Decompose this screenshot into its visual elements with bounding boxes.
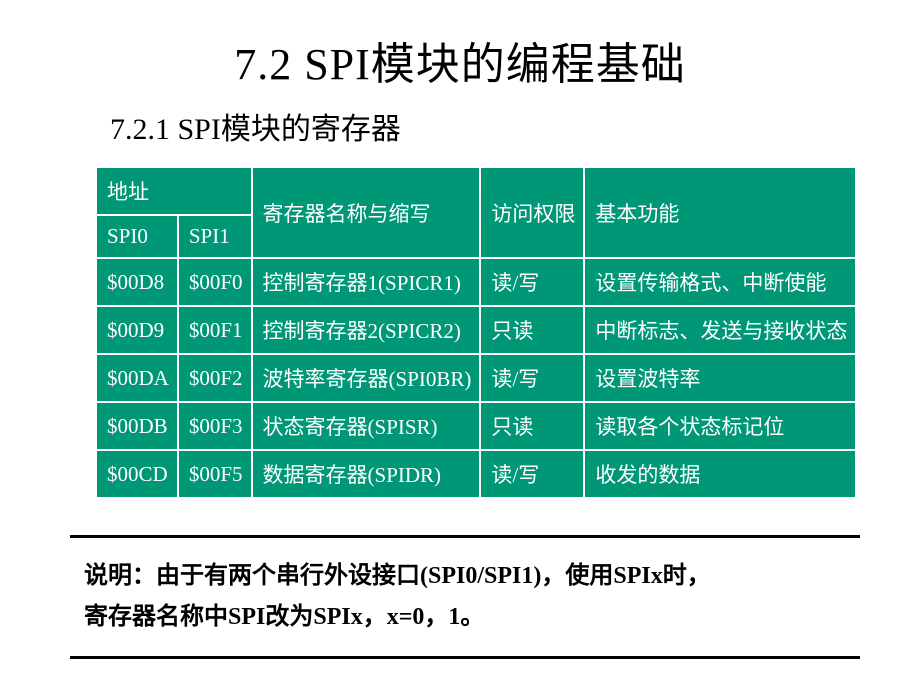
cell-name: 控制寄存器1(SPICR1) [253, 259, 480, 305]
cell-spi1: $00F0 [179, 259, 251, 305]
table-header-row-1: 地址 寄存器名称与缩写 访问权限 基本功能 [97, 168, 855, 214]
table-row: $00CD $00F5 数据寄存器(SPIDR) 读/写 收发的数据 [97, 451, 855, 497]
cell-name: 波特率寄存器(SPI0BR) [253, 355, 480, 401]
note-line-1: 说明：由于有两个串行外设接口(SPI0/SPI1)，使用SPIx时， [84, 563, 711, 589]
cell-func: 收发的数据 [585, 451, 855, 497]
cell-access: 读/写 [481, 451, 583, 497]
cell-func: 读取各个状态标记位 [585, 403, 855, 449]
cell-spi0: $00CD [97, 451, 177, 497]
cell-name: 状态寄存器(SPISR) [253, 403, 480, 449]
cell-spi0: $00DB [97, 403, 177, 449]
register-table-wrapper: 地址 寄存器名称与缩写 访问权限 基本功能 SPI0 SPI1 $00D8 $0… [95, 166, 825, 499]
cell-spi1: $00F5 [179, 451, 251, 497]
cell-name: 数据寄存器(SPIDR) [253, 451, 480, 497]
table-row: $00D9 $00F1 控制寄存器2(SPICR2) 只读 中断标志、发送与接收… [97, 307, 855, 353]
cell-spi1: $00F2 [179, 355, 251, 401]
cell-spi1: $00F3 [179, 403, 251, 449]
cell-func: 设置传输格式、中断使能 [585, 259, 855, 305]
header-addr: 地址 [97, 168, 251, 214]
table-row: $00D8 $00F0 控制寄存器1(SPICR1) 读/写 设置传输格式、中断… [97, 259, 855, 305]
section-subtitle: 7.2.1 SPI模块的寄存器 [0, 104, 920, 166]
cell-spi0: $00D8 [97, 259, 177, 305]
header-access: 访问权限 [481, 168, 583, 257]
header-spi1: SPI1 [179, 216, 251, 257]
note-box: 说明：由于有两个串行外设接口(SPI0/SPI1)，使用SPIx时， 寄存器名称… [70, 535, 860, 659]
note-line-2: 寄存器名称中SPI改为SPIx，x=0，1。 [84, 597, 850, 638]
cell-access: 只读 [481, 307, 583, 353]
cell-spi1: $00F1 [179, 307, 251, 353]
cell-access: 读/写 [481, 355, 583, 401]
cell-spi0: $00DA [97, 355, 177, 401]
cell-func: 中断标志、发送与接收状态 [585, 307, 855, 353]
cell-access: 读/写 [481, 259, 583, 305]
cell-func: 设置波特率 [585, 355, 855, 401]
table-row: $00DA $00F2 波特率寄存器(SPI0BR) 读/写 设置波特率 [97, 355, 855, 401]
table-row: $00DB $00F3 状态寄存器(SPISR) 只读 读取各个状态标记位 [97, 403, 855, 449]
cell-spi0: $00D9 [97, 307, 177, 353]
section-title: 7.2 SPI模块的编程基础 [0, 0, 920, 104]
header-func: 基本功能 [585, 168, 855, 257]
cell-access: 只读 [481, 403, 583, 449]
header-spi0: SPI0 [97, 216, 177, 257]
cell-name: 控制寄存器2(SPICR2) [253, 307, 480, 353]
header-reg-name: 寄存器名称与缩写 [253, 168, 480, 257]
register-table: 地址 寄存器名称与缩写 访问权限 基本功能 SPI0 SPI1 $00D8 $0… [95, 166, 857, 499]
